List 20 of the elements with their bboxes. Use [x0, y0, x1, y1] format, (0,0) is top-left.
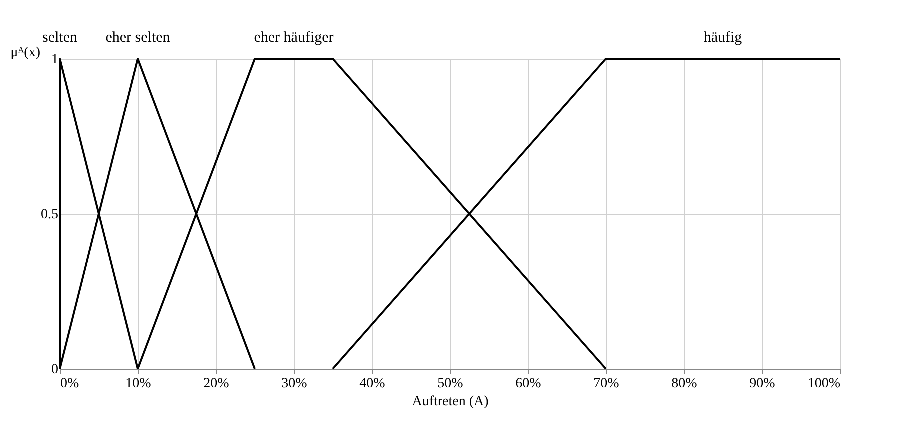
x-tick-label: 100% [808, 376, 841, 392]
series-label: selten [42, 30, 78, 46]
x-tick-label: 0% [60, 376, 80, 392]
x-tick-label: 80% [672, 376, 698, 392]
x-axis-title: Auftreten (A) [412, 394, 490, 410]
x-tick-label: 40% [360, 376, 386, 392]
y-tick-label: 0.5 [41, 208, 58, 222]
y-tick-label: 0 [52, 362, 58, 378]
series-label: häufig [704, 30, 743, 46]
x-tick-label: 20% [204, 376, 230, 392]
x-tick-label: 10% [126, 376, 152, 392]
x-tick-label: 70% [594, 376, 620, 392]
x-tick-label: 50% [438, 376, 464, 392]
x-tick-label: 30% [282, 376, 308, 392]
x-tick-label: 90% [750, 376, 776, 392]
y-axis-title: μᴬ(x) [10, 46, 41, 60]
x-tick-label: 60% [516, 376, 542, 392]
series-label: eher selten [106, 30, 171, 46]
y-tick-label: 1 [52, 52, 58, 68]
series-label: eher häufiger [254, 30, 334, 46]
